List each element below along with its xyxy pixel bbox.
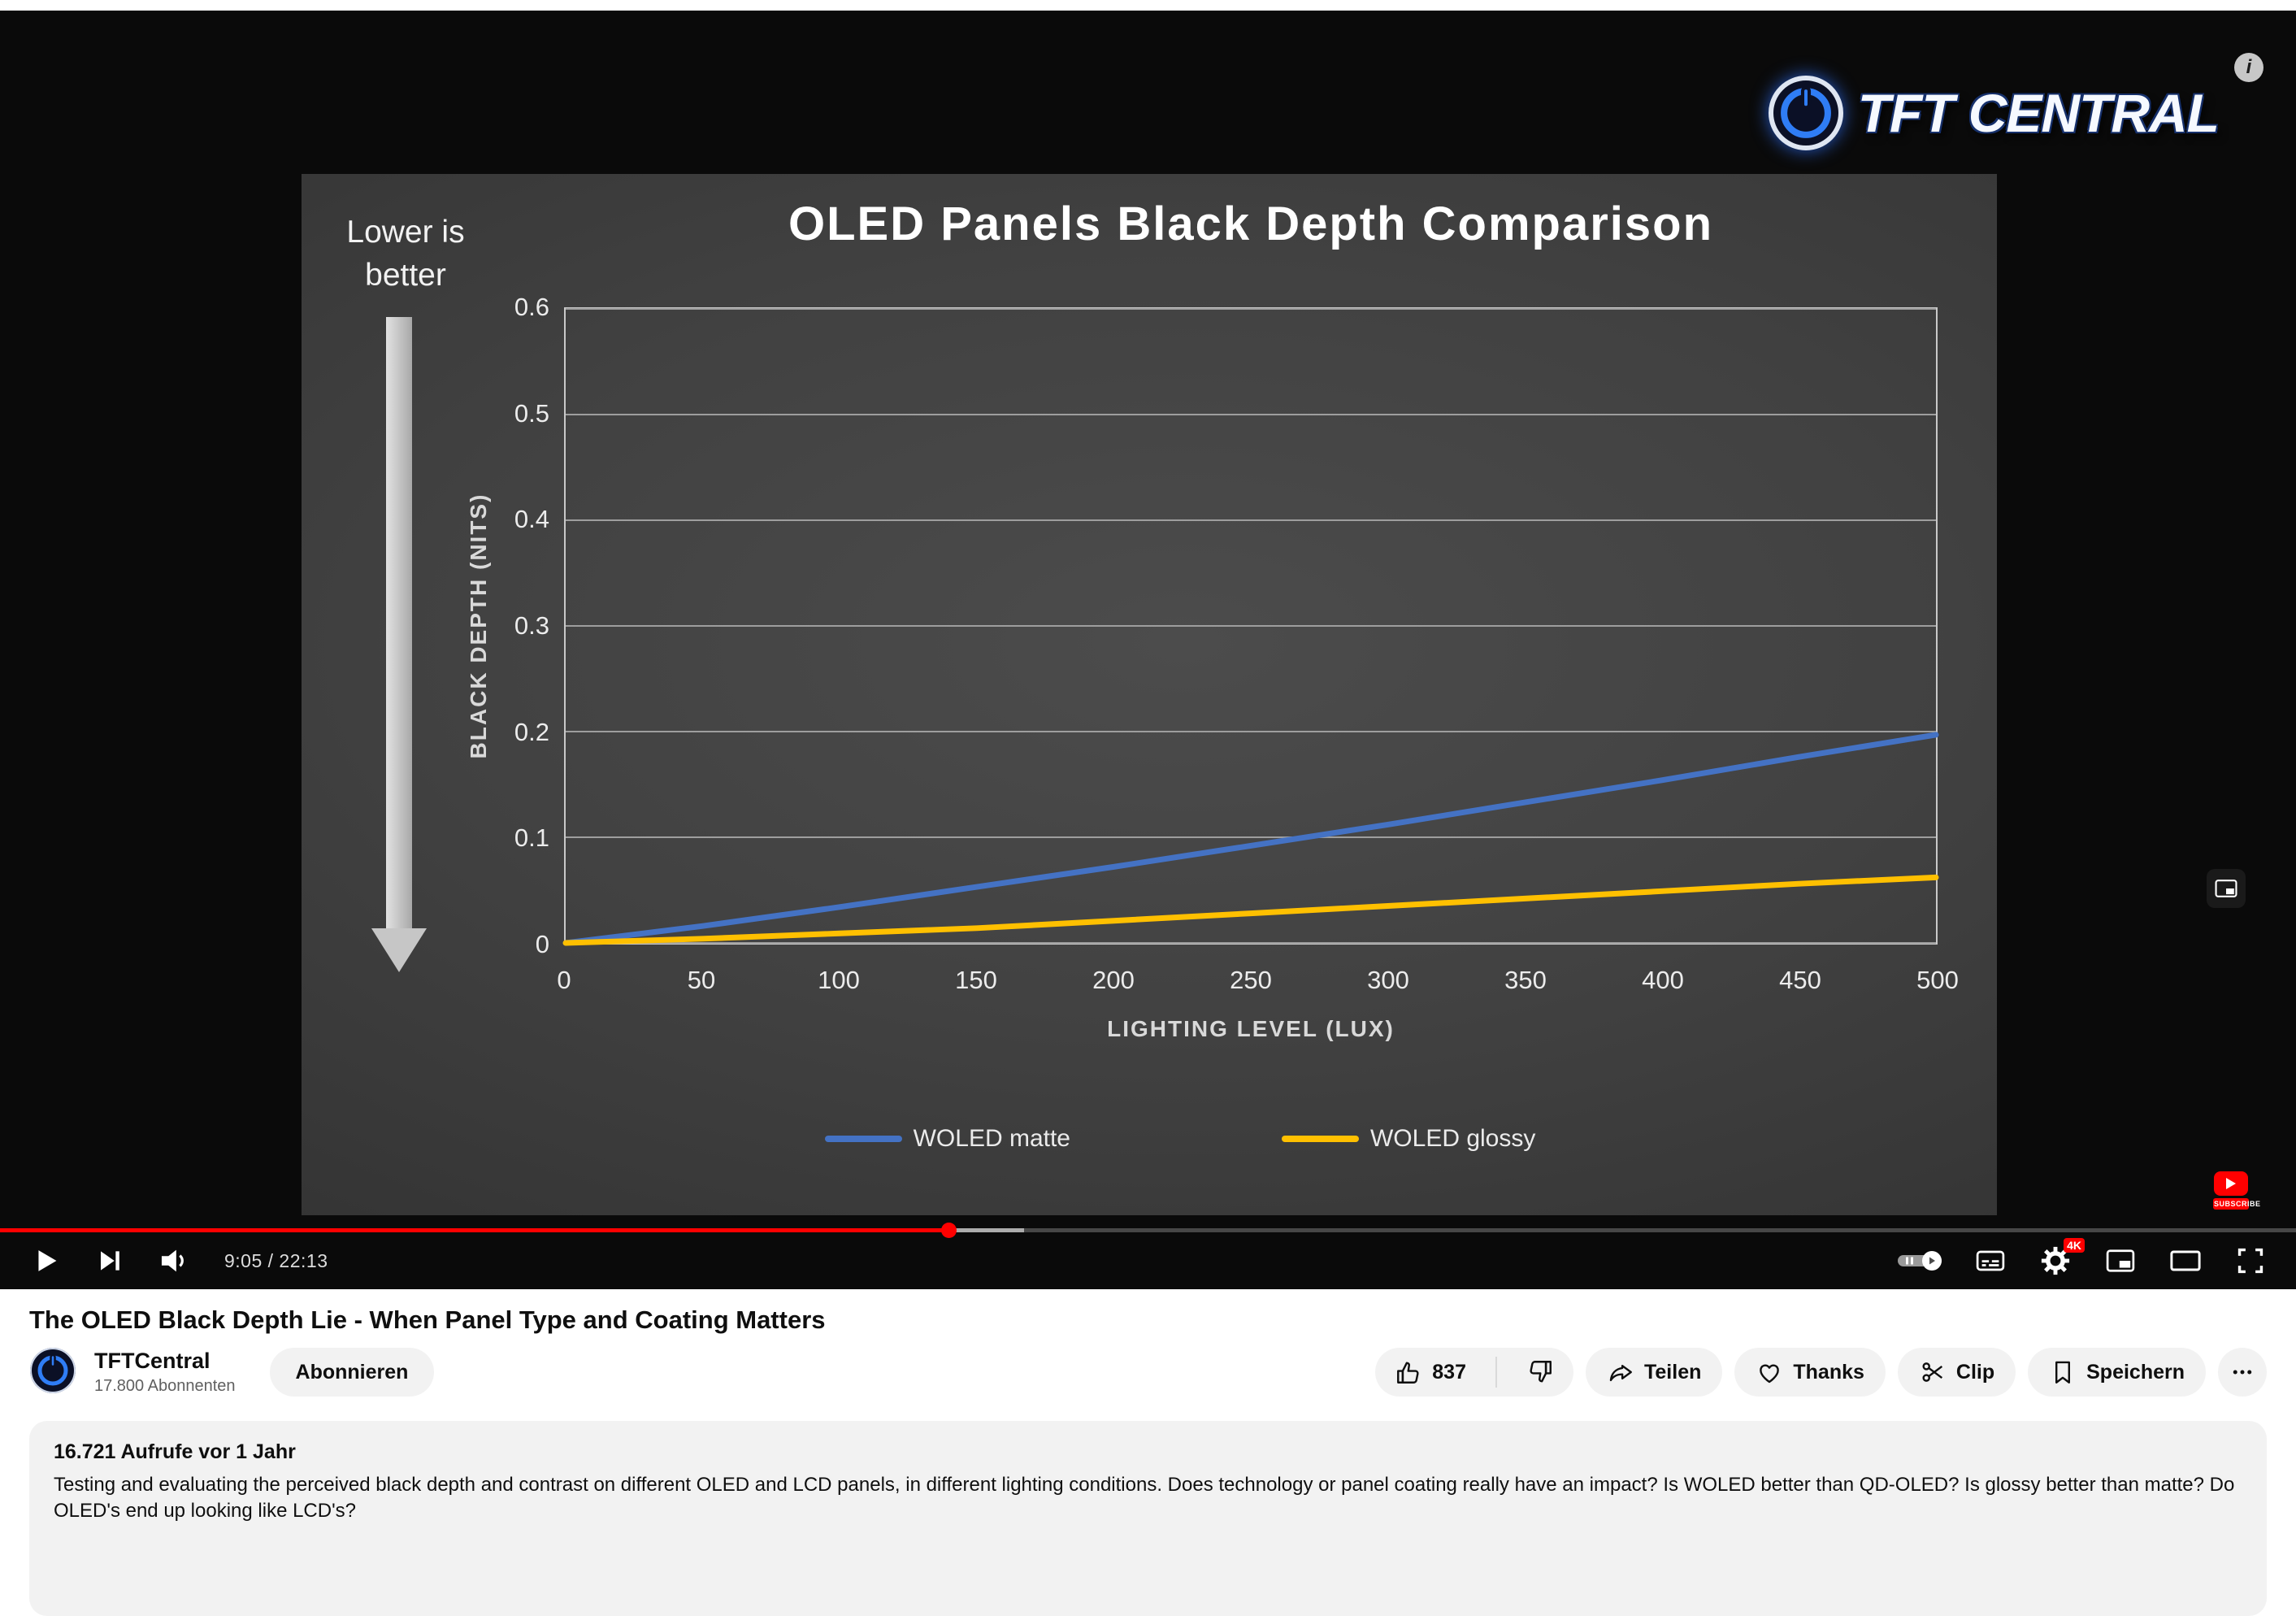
fullscreen-button[interactable] bbox=[2233, 1243, 2268, 1279]
description-box[interactable]: 16.721 Aufrufe vor 1 Jahr Testing and ev… bbox=[29, 1421, 2267, 1616]
channel-name[interactable]: TFTCentral bbox=[94, 1349, 211, 1373]
video-title: The OLED Black Depth Lie - When Panel Ty… bbox=[29, 1305, 826, 1334]
like-button[interactable]: 837 bbox=[1375, 1348, 1486, 1397]
view-count-and-date: 16.721 Aufrufe vor 1 Jahr bbox=[54, 1440, 296, 1463]
down-arrow-head bbox=[371, 928, 427, 972]
x-tick-label: 200 bbox=[1092, 966, 1135, 994]
slide: OLED Panels Black Depth Comparison Lower… bbox=[302, 174, 1997, 1215]
info-icon[interactable]: i bbox=[2234, 53, 2263, 82]
share-label: Teilen bbox=[1643, 1360, 1702, 1384]
x-tick-label: 0 bbox=[557, 966, 571, 994]
logo-word-central: CENTRAL bbox=[1968, 83, 2220, 143]
channel-avatar[interactable] bbox=[29, 1347, 76, 1398]
progress-scrubber[interactable] bbox=[940, 1223, 957, 1238]
thumb-up-icon bbox=[1397, 1362, 1419, 1384]
chart-title: OLED Panels Black Depth Comparison bbox=[788, 198, 1714, 250]
clip-button[interactable]: Clip bbox=[1897, 1348, 2016, 1397]
miniplayer-button[interactable] bbox=[2103, 1243, 2138, 1279]
note-line1: Lower is bbox=[346, 215, 465, 250]
channel-subscribers: 17.800 Abonnenten bbox=[94, 1377, 236, 1395]
x-tick-label: 250 bbox=[1230, 966, 1272, 994]
dislike-button[interactable] bbox=[1507, 1348, 1573, 1397]
lower-is-better-note: Lower is better bbox=[308, 211, 503, 297]
y-tick-label: 0 bbox=[535, 930, 549, 958]
y-tick-label: 0.4 bbox=[514, 505, 549, 534]
x-tick-label: 450 bbox=[1779, 966, 1821, 994]
chart-legend: WOLED matte WOLED glossy bbox=[493, 1125, 1867, 1153]
quality-badge: 4K bbox=[2064, 1238, 2085, 1253]
legend-swatch bbox=[1281, 1136, 1359, 1142]
logo-word-tft: TFT bbox=[1857, 83, 1955, 143]
x-tick-label: 500 bbox=[1916, 966, 1959, 994]
legend-item: WOLED glossy bbox=[1281, 1125, 1536, 1153]
channel-row: TFTCentral 17.800 Abonnenten Abonnieren … bbox=[29, 1343, 2267, 1401]
time-display: 9:05 / 22:13 bbox=[224, 1249, 328, 1271]
more-actions-button[interactable] bbox=[2218, 1348, 2267, 1397]
volume-button[interactable] bbox=[154, 1242, 192, 1279]
legend-label: WOLED matte bbox=[913, 1125, 1070, 1152]
thanks-label: Thanks bbox=[1793, 1360, 1864, 1384]
legend-swatch bbox=[824, 1136, 902, 1142]
like-dislike-pill: 837 bbox=[1375, 1348, 1573, 1397]
note-line2: better bbox=[365, 257, 446, 293]
scissors-icon bbox=[1922, 1362, 1942, 1382]
legend-item: WOLED matte bbox=[824, 1125, 1070, 1153]
x-tick-label: 350 bbox=[1504, 966, 1547, 994]
share-icon bbox=[1609, 1365, 1632, 1382]
x-tick-label: 50 bbox=[687, 966, 716, 994]
plot-area bbox=[562, 307, 1939, 946]
theater-mode-button[interactable] bbox=[2168, 1243, 2203, 1279]
player-controls: 9:05 / 22:13 bbox=[0, 1232, 2296, 1289]
clip-label: Clip bbox=[1955, 1360, 1995, 1384]
y-tick-label: 0.2 bbox=[514, 717, 549, 746]
like-count: 837 bbox=[1432, 1360, 1466, 1384]
y-tick-label: 0.6 bbox=[514, 293, 549, 321]
save-label: Speichern bbox=[2086, 1360, 2185, 1384]
pill-divider bbox=[1495, 1357, 1497, 1388]
subscribe-badge-label: SUBSCRIBE bbox=[2213, 1198, 2261, 1210]
description-text: Testing and evaluating the perceived bla… bbox=[54, 1474, 2235, 1523]
power-button-icon bbox=[1768, 76, 1843, 150]
info-icon-glyph: i bbox=[2246, 56, 2252, 78]
thanks-button[interactable]: Thanks bbox=[1734, 1348, 1886, 1397]
pip-icon[interactable] bbox=[2207, 869, 2246, 908]
thumb-down-icon bbox=[1530, 1361, 1552, 1383]
series-line-woled-matte bbox=[562, 732, 1939, 946]
share-button[interactable]: Teilen bbox=[1585, 1348, 1723, 1397]
action-buttons: 837 Teilen bbox=[1375, 1348, 2267, 1397]
x-tick-label: 300 bbox=[1367, 966, 1409, 994]
logo-wordmark: TFT CENTRAL bbox=[1857, 82, 2220, 144]
x-tick-label: 400 bbox=[1642, 966, 1684, 994]
subscribe-button[interactable]: Abonnieren bbox=[269, 1348, 435, 1397]
settings-button[interactable]: 4K bbox=[2038, 1238, 2085, 1279]
youtube-logo-icon bbox=[2214, 1171, 2248, 1196]
x-tick-label: 150 bbox=[955, 966, 997, 994]
down-arrow-shaft bbox=[386, 317, 412, 928]
progress-buffer bbox=[948, 1228, 1024, 1232]
next-button[interactable] bbox=[93, 1245, 125, 1277]
bookmark-icon bbox=[2055, 1361, 2071, 1384]
video-subscribe-badge[interactable]: SUBSCRIBE bbox=[2213, 1171, 2261, 1210]
autoplay-toggle[interactable] bbox=[1896, 1249, 1943, 1273]
progress-played bbox=[0, 1228, 948, 1232]
video-player[interactable]: OLED Panels Black Depth Comparison Lower… bbox=[0, 11, 2296, 1289]
save-button[interactable]: Speichern bbox=[2028, 1348, 2206, 1397]
more-dots-icon bbox=[2233, 1370, 2252, 1375]
series-line-woled-glossy bbox=[562, 874, 1939, 946]
legend-label: WOLED glossy bbox=[1369, 1125, 1536, 1152]
tft-central-logo: TFT CENTRAL bbox=[1768, 76, 2220, 150]
y-tick-label: 0.5 bbox=[514, 398, 549, 428]
heart-icon bbox=[1760, 1364, 1780, 1384]
y-tick-label: 0.3 bbox=[514, 611, 549, 640]
subtitles-button[interactable] bbox=[1973, 1243, 2008, 1279]
x-tick-label: 100 bbox=[818, 966, 860, 994]
play-button[interactable] bbox=[28, 1243, 63, 1279]
y-tick-label: 0.1 bbox=[514, 823, 549, 853]
chart-svg bbox=[562, 308, 1939, 946]
x-axis-title: LIGHTING LEVEL (LUX) bbox=[1107, 1016, 1395, 1041]
progress-bar[interactable] bbox=[0, 1223, 2296, 1238]
